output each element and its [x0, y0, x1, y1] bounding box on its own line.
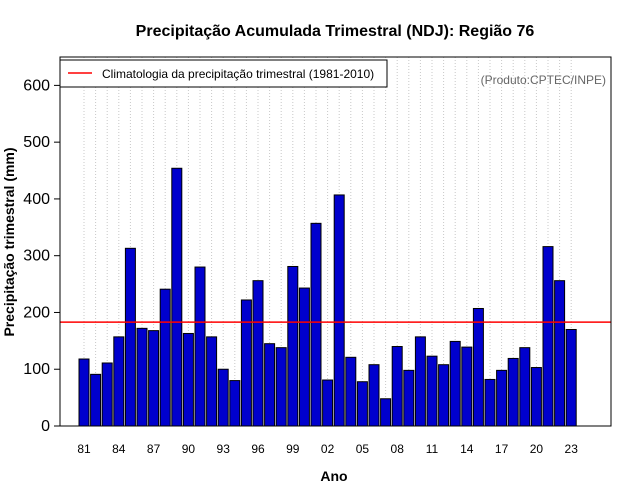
y-tick-label: 400 [23, 191, 50, 208]
bar-98 [275, 347, 287, 427]
y-axis-label: Precipitação trimestral (mm) [1, 147, 17, 336]
y-tick-label: 600 [23, 77, 50, 94]
x-tick-label: 23 [565, 442, 579, 456]
bar-81 [78, 358, 90, 427]
bar-94 [229, 380, 241, 427]
bar-14 [461, 346, 473, 427]
bar-03 [333, 194, 345, 427]
credit-text: (Produto:CPTEC/INPE) [481, 73, 606, 87]
x-tick-label: 81 [77, 442, 91, 456]
x-axis: 81 84 87 90 93 96 99 02 05 08 11 14 17 20 23 [77, 442, 578, 456]
bar-00 [298, 287, 310, 427]
bar-97 [264, 343, 276, 427]
x-tick-label: 93 [217, 442, 231, 456]
bar-12 [438, 364, 450, 427]
bar-23 [565, 328, 577, 427]
bar-04 [345, 356, 357, 427]
x-tick-label: 87 [147, 442, 161, 456]
y-tick-label: 300 [23, 248, 50, 265]
bar-18 [507, 357, 519, 427]
x-tick-label: 17 [495, 442, 509, 456]
plot-frame [59, 56, 612, 427]
bar-06 [368, 364, 380, 427]
bar-08 [391, 346, 403, 427]
bar-93 [217, 368, 229, 427]
bar-15 [472, 307, 484, 427]
x-tick-label: 02 [321, 442, 335, 456]
y-tick-label: 200 [23, 304, 50, 321]
y-axis: 0 100 200 300 400 500 600 [23, 77, 60, 435]
x-tick-label: 08 [391, 442, 405, 456]
x-axis-label: Ano [320, 468, 347, 484]
bar-22 [554, 280, 566, 427]
bar-83 [101, 362, 113, 427]
bar-20 [530, 367, 542, 427]
y-tick-label: 0 [41, 418, 50, 435]
bar-95 [240, 299, 252, 427]
x-tick-label: 84 [112, 442, 126, 456]
bar-07 [380, 398, 392, 427]
bar-13 [449, 340, 461, 427]
bar-02 [322, 379, 334, 427]
bar-91 [194, 266, 206, 427]
legend-label: Climatologia da precipitação trimestral … [102, 67, 374, 81]
bar-09 [403, 369, 415, 427]
bar-92 [206, 336, 218, 427]
x-tick-label: 90 [182, 442, 196, 456]
bar-85 [124, 247, 136, 427]
y-tick-label: 100 [23, 361, 50, 378]
bar-series [78, 167, 577, 427]
x-tick-label: 05 [356, 442, 370, 456]
legend: Climatologia da precipitação trimestral … [59, 59, 388, 88]
bar-05 [356, 381, 368, 427]
bar-84 [113, 336, 125, 427]
legend-box [59, 59, 388, 88]
x-tick-label: 20 [530, 442, 544, 456]
bar-01 [310, 222, 322, 427]
bar-89 [171, 167, 183, 427]
x-tick-label: 99 [286, 442, 300, 456]
x-tick-label: 14 [460, 442, 474, 456]
bar-16 [484, 378, 496, 427]
bar-17 [496, 369, 508, 427]
bar-87 [148, 330, 160, 427]
bar-88 [159, 288, 171, 427]
bar-21 [542, 246, 554, 427]
x-tick-label: 96 [251, 442, 265, 456]
chart-title: Precipitação Acumulada Trimestral (NDJ):… [136, 23, 535, 40]
bar-11 [426, 355, 438, 427]
bar-99 [287, 265, 299, 427]
bar-19 [519, 347, 531, 427]
bar-90 [182, 332, 194, 427]
y-tick-label: 500 [23, 134, 50, 151]
bar-96 [252, 280, 264, 427]
bar-10 [414, 336, 426, 427]
bar-82 [90, 373, 102, 427]
x-tick-label: 11 [426, 442, 439, 456]
bar-86 [136, 327, 148, 427]
